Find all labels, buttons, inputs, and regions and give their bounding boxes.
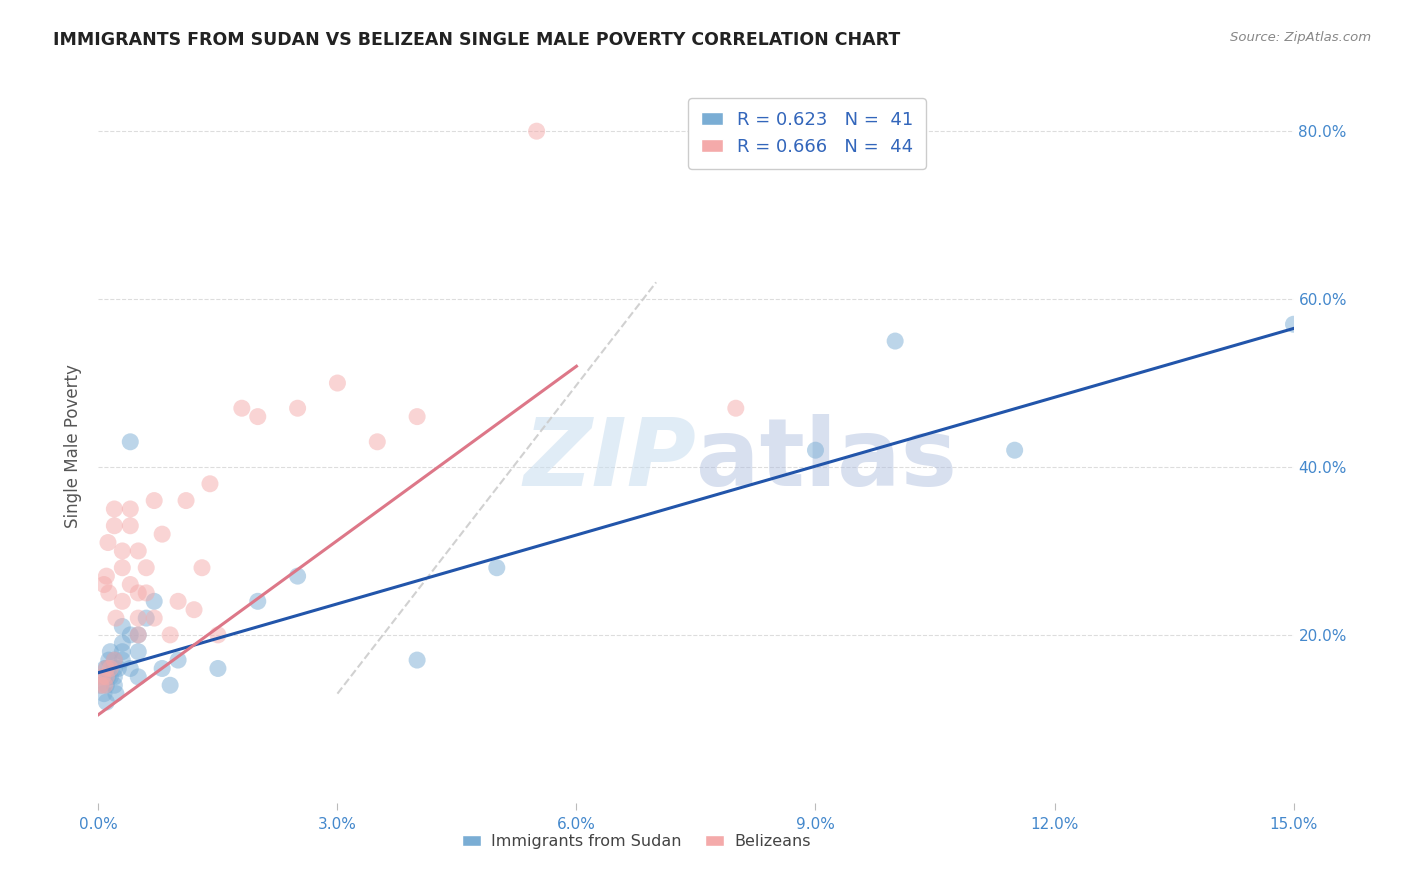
Point — [150, 527, 173, 541]
Point — [366, 434, 388, 449]
Point — [91, 670, 114, 684]
Point — [120, 434, 142, 449]
Point — [135, 560, 157, 574]
Point — [107, 661, 129, 675]
Point — [406, 653, 429, 667]
Point — [127, 611, 149, 625]
Point — [526, 124, 548, 138]
Point — [103, 518, 125, 533]
Point — [120, 628, 142, 642]
Text: Source: ZipAtlas.com: Source: ZipAtlas.com — [1230, 31, 1371, 45]
Point — [111, 636, 134, 650]
Point — [98, 661, 122, 675]
Point — [91, 670, 114, 684]
Point — [96, 670, 118, 684]
Point — [287, 401, 309, 416]
Point — [127, 645, 149, 659]
Point — [884, 334, 907, 348]
Point — [90, 678, 112, 692]
Point — [326, 376, 349, 390]
Point — [103, 653, 125, 667]
Point — [103, 670, 125, 684]
Point — [207, 661, 229, 675]
Point — [104, 611, 127, 625]
Point — [111, 594, 134, 608]
Point — [143, 594, 166, 608]
Point — [183, 603, 205, 617]
Point — [127, 586, 149, 600]
Point — [103, 653, 125, 667]
Point — [159, 628, 181, 642]
Point — [207, 628, 229, 642]
Point — [135, 611, 157, 625]
Point — [96, 695, 118, 709]
Text: IMMIGRANTS FROM SUDAN VS BELIZEAN SINGLE MALE POVERTY CORRELATION CHART: IMMIGRANTS FROM SUDAN VS BELIZEAN SINGLE… — [53, 31, 901, 49]
Point — [159, 678, 181, 692]
Point — [103, 661, 125, 675]
Point — [97, 670, 120, 684]
Point — [98, 645, 122, 659]
Text: ZIP: ZIP — [523, 414, 696, 507]
Point — [104, 687, 127, 701]
Point — [97, 653, 120, 667]
Point — [96, 569, 118, 583]
Point — [724, 401, 747, 416]
Point — [1282, 318, 1305, 332]
Point — [97, 535, 120, 549]
Point — [94, 661, 117, 675]
Point — [485, 560, 508, 574]
Point — [120, 661, 142, 675]
Point — [143, 611, 166, 625]
Point — [93, 577, 115, 591]
Point — [103, 502, 125, 516]
Point — [167, 594, 190, 608]
Point — [127, 628, 149, 642]
Point — [804, 443, 827, 458]
Point — [287, 569, 309, 583]
Point — [246, 409, 269, 424]
Point — [98, 670, 122, 684]
Legend: Immigrants from Sudan, Belizeans: Immigrants from Sudan, Belizeans — [456, 828, 817, 855]
Point — [120, 518, 142, 533]
Point — [94, 678, 117, 692]
Point — [127, 628, 149, 642]
Point — [150, 661, 173, 675]
Y-axis label: Single Male Poverty: Single Male Poverty — [65, 364, 83, 528]
Point — [143, 493, 166, 508]
Point — [167, 653, 190, 667]
Point — [191, 560, 214, 574]
Point — [127, 670, 149, 684]
Point — [231, 401, 253, 416]
Point — [111, 653, 134, 667]
Point — [111, 560, 134, 574]
Point — [174, 493, 197, 508]
Point — [120, 577, 142, 591]
Point — [96, 661, 118, 675]
Point — [120, 502, 142, 516]
Point — [103, 678, 125, 692]
Point — [111, 619, 134, 633]
Point — [127, 544, 149, 558]
Point — [90, 678, 112, 692]
Point — [246, 594, 269, 608]
Point — [97, 586, 120, 600]
Point — [111, 645, 134, 659]
Point — [406, 409, 429, 424]
Point — [1004, 443, 1026, 458]
Point — [93, 687, 115, 701]
Point — [135, 586, 157, 600]
Point — [96, 661, 118, 675]
Text: atlas: atlas — [696, 414, 957, 507]
Point — [111, 544, 134, 558]
Point — [96, 678, 118, 692]
Point — [198, 476, 221, 491]
